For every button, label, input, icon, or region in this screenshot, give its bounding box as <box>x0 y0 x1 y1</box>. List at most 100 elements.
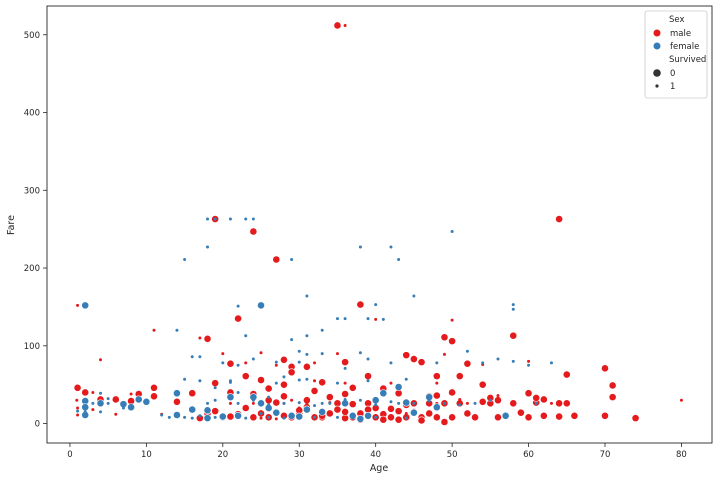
y-tick-label: 500 <box>24 31 40 41</box>
x-tick-label: 80 <box>676 450 687 460</box>
data-point-female-survived-1 <box>251 357 255 361</box>
data-point-female-survived-1 <box>534 401 538 405</box>
data-point-male-survived-0 <box>364 372 372 381</box>
data-point-female-survived-0 <box>272 408 281 417</box>
plot-frame <box>46 5 713 444</box>
legend-label-survived-0: 0 <box>670 69 675 79</box>
data-point-male-survived-0 <box>241 404 250 412</box>
data-point-male-survived-0 <box>608 381 617 390</box>
y-tick-label: 0 <box>35 420 40 430</box>
data-point-female-survived-1 <box>442 401 446 405</box>
data-point-female-survived-1 <box>290 257 294 261</box>
data-point-female-survived-1 <box>320 328 324 332</box>
data-point-male-survived-1 <box>527 359 531 363</box>
data-point-female-survived-1 <box>290 338 294 342</box>
data-point-female-survived-1 <box>343 366 347 370</box>
data-point-female-survived-1 <box>282 401 286 405</box>
data-point-male-survived-1 <box>458 397 462 401</box>
data-point-male-survived-0 <box>532 394 541 402</box>
data-point-male-survived-1 <box>549 401 553 405</box>
data-point-female-survived-1 <box>198 414 202 418</box>
y-tick-label: 200 <box>24 264 40 274</box>
data-point-female-survived-1 <box>213 415 217 419</box>
data-point-female-survived-0 <box>356 414 365 423</box>
data-point-female-survived-1 <box>374 415 378 419</box>
data-point-male-survived-1 <box>259 351 263 355</box>
data-point-male-survived-0 <box>570 411 579 420</box>
data-point-male-survived-0 <box>555 412 564 421</box>
data-point-female-survived-0 <box>81 403 90 412</box>
legend-label-male: male <box>670 29 691 39</box>
data-point-female-survived-1 <box>374 403 378 407</box>
data-point-male-survived-0 <box>81 388 90 397</box>
legend-label-female: female <box>670 42 699 52</box>
data-point-female-survived-0 <box>295 412 304 421</box>
data-point-male-survived-0 <box>249 413 258 422</box>
legend-label-survived-1: 1 <box>670 82 675 92</box>
data-point-male-survived-0 <box>249 227 258 236</box>
data-point-female-survived-1 <box>389 400 393 404</box>
data-point-female-survived-1 <box>236 390 240 394</box>
data-point-female-survived-1 <box>397 257 401 261</box>
data-point-female-survived-1 <box>183 377 187 381</box>
data-point-female-survived-0 <box>371 396 380 405</box>
data-point-male-survived-0 <box>394 415 403 424</box>
data-point-female-survived-1 <box>160 413 164 417</box>
data-point-female-survived-0 <box>432 403 441 412</box>
data-point-male-survived-0 <box>226 412 235 421</box>
data-point-female-survived-1 <box>358 245 362 249</box>
data-point-male-survived-0 <box>257 376 265 384</box>
data-point-male-survived-0 <box>341 407 350 416</box>
data-point-male-survived-0 <box>387 413 395 422</box>
data-point-male-survived-1 <box>228 401 232 405</box>
data-point-female-survived-1 <box>228 379 232 383</box>
legend-title-sex: Sex <box>669 15 685 25</box>
data-point-female-survived-0 <box>364 411 372 420</box>
data-point-female-survived-0 <box>188 405 197 414</box>
data-point-female-survived-1 <box>335 415 339 419</box>
y-tick-label: 400 <box>24 109 40 119</box>
data-point-female-survived-1 <box>366 379 370 383</box>
data-point-female-survived-1 <box>358 351 362 355</box>
legend-title-survived: Survived <box>669 55 706 65</box>
data-point-female-survived-1 <box>297 378 301 382</box>
data-point-male-survived-1 <box>198 336 202 340</box>
data-point-female-survived-1 <box>213 217 217 221</box>
data-point-male-survived-0 <box>494 413 502 422</box>
data-point-female-survived-1 <box>527 363 531 367</box>
x-tick-label: 30 <box>294 450 305 460</box>
data-point-male-survived-1 <box>75 398 79 402</box>
data-point-male-survived-0 <box>417 416 426 425</box>
data-point-female-survived-1 <box>389 361 393 365</box>
data-point-female-survived-1 <box>175 328 179 332</box>
data-point-female-survived-1 <box>297 360 301 364</box>
data-point-female-survived-1 <box>343 317 347 321</box>
data-point-male-survived-0 <box>417 358 426 367</box>
data-point-male-survived-1 <box>259 416 263 420</box>
data-point-male-survived-0 <box>341 390 350 398</box>
data-point-male-survived-1 <box>91 408 95 412</box>
data-point-female-survived-1 <box>511 307 515 311</box>
data-point-female-survived-1 <box>496 357 500 361</box>
data-point-male-survived-0 <box>509 399 518 408</box>
data-point-female-survived-1 <box>450 229 454 233</box>
data-point-male-survived-0 <box>341 358 350 367</box>
data-point-male-survived-0 <box>402 351 411 360</box>
data-point-male-survived-0 <box>555 215 564 223</box>
data-point-female-survived-1 <box>274 381 278 385</box>
legend: Sex male female Survived 0 1 <box>644 10 708 99</box>
data-point-female-survived-1 <box>206 401 210 405</box>
data-point-male-survived-1 <box>343 23 347 27</box>
data-point-male-survived-0 <box>241 372 250 381</box>
data-point-male-survived-0 <box>387 404 395 413</box>
data-point-male-survived-1 <box>496 394 500 398</box>
data-point-female-survived-1 <box>251 398 255 402</box>
data-point-female-survived-0 <box>402 398 411 407</box>
data-point-male-survived-0 <box>448 413 457 422</box>
data-point-female-survived-0 <box>203 414 212 423</box>
data-point-female-survived-1 <box>305 352 309 356</box>
data-point-male-survived-0 <box>272 398 281 407</box>
data-point-female-survived-1 <box>435 361 439 365</box>
data-point-female-survived-1 <box>343 397 347 401</box>
data-point-male-survived-0 <box>463 359 472 368</box>
